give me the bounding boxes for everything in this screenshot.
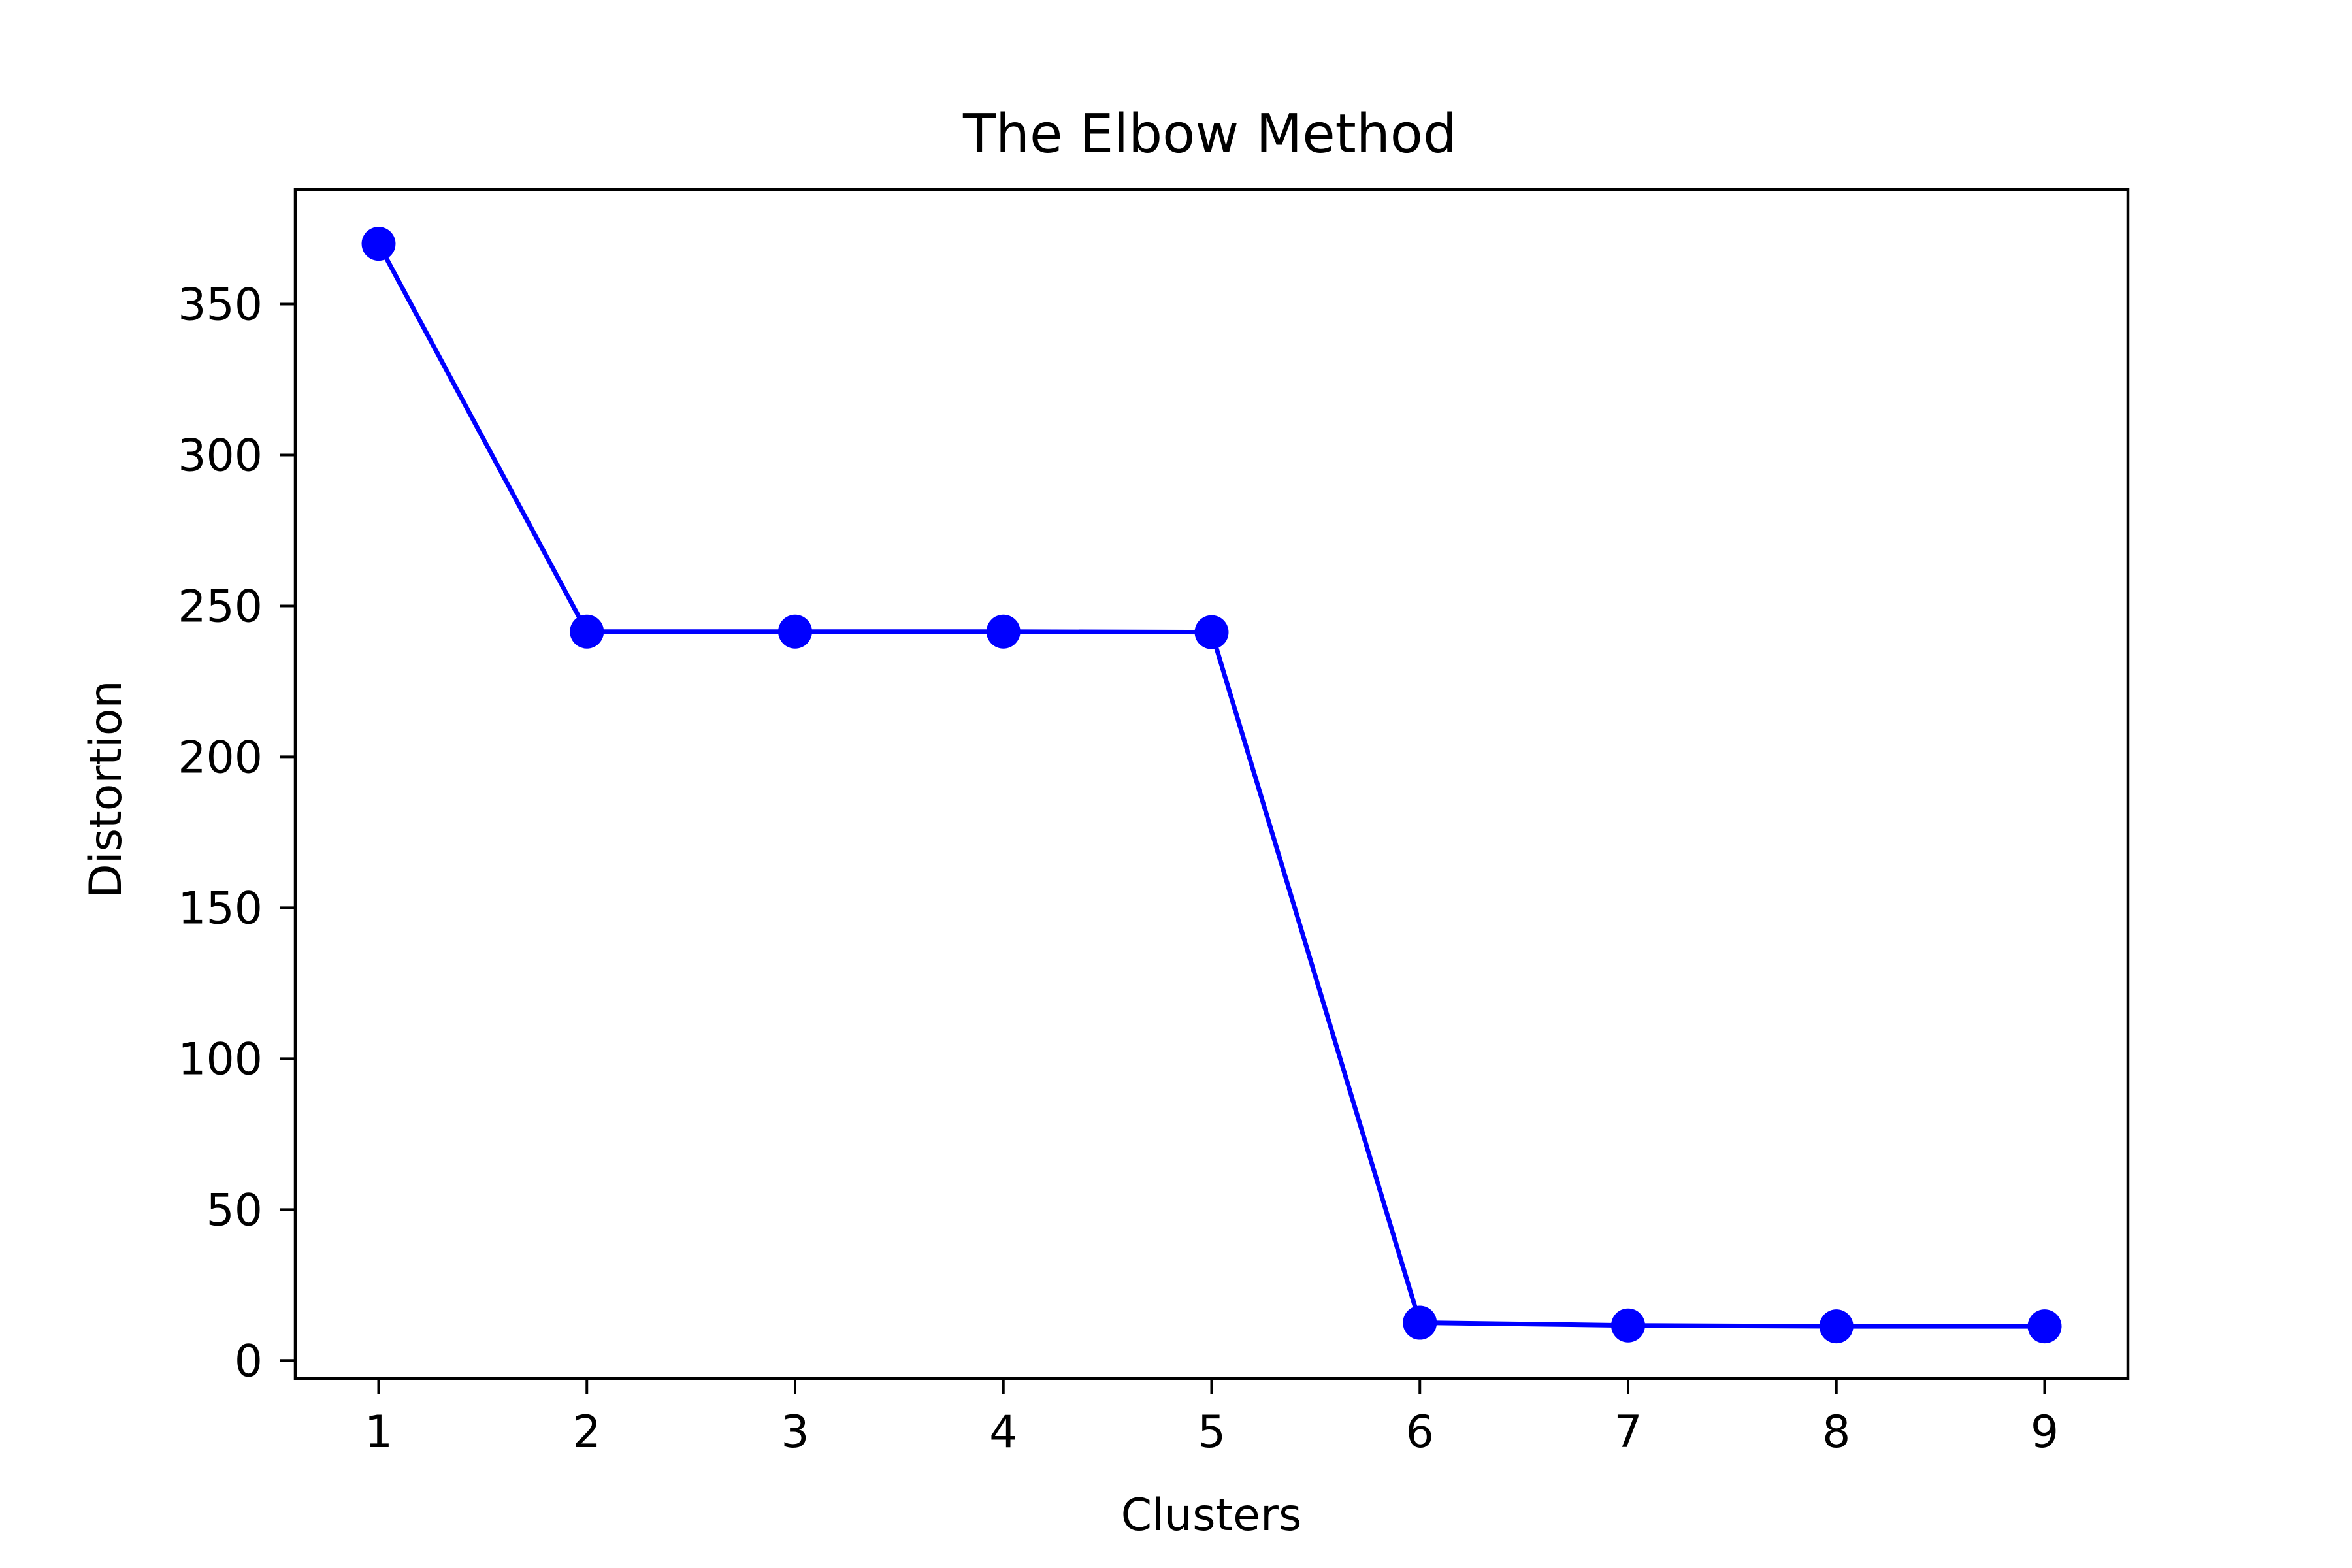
- data-point: [1194, 615, 1229, 649]
- x-tick-label: 3: [781, 1407, 809, 1458]
- x-tick-label: 5: [1198, 1407, 1226, 1458]
- y-tick-label: 200: [178, 732, 263, 783]
- y-tick-label: 150: [178, 883, 263, 934]
- x-tick-label: 8: [1822, 1407, 1850, 1458]
- data-point: [986, 614, 1021, 649]
- x-axis-label: Clusters: [1121, 1490, 1302, 1541]
- y-tick-label: 0: [235, 1335, 263, 1387]
- data-point: [361, 227, 396, 261]
- data-point: [2027, 1309, 2062, 1344]
- x-tick-label: 6: [1406, 1407, 1434, 1458]
- x-tick-label: 9: [2031, 1407, 2059, 1458]
- data-point: [1819, 1309, 1854, 1344]
- x-tick-label: 2: [573, 1407, 601, 1458]
- y-tick-label: 350: [178, 280, 263, 331]
- data-point: [778, 614, 812, 649]
- chart-title: The Elbow Method: [962, 103, 1457, 165]
- y-tick-label: 250: [178, 581, 263, 632]
- plot-frame: [293, 188, 2130, 1380]
- y-tick-label: 100: [178, 1034, 263, 1085]
- x-tick-label: 4: [989, 1407, 1017, 1458]
- series-layer: [361, 227, 2062, 1344]
- data-point: [1611, 1308, 1645, 1343]
- x-tick-label: 1: [365, 1407, 393, 1458]
- x-tick-label: 7: [1614, 1407, 1642, 1458]
- data-point: [570, 614, 604, 649]
- y-tick-label: 50: [206, 1184, 263, 1236]
- y-tick-label: 300: [178, 430, 263, 482]
- data-point: [1403, 1305, 1437, 1340]
- y-axis-label: Distortion: [80, 680, 132, 898]
- ticks-layer: 1 2 3 4 5 6 7 8 9 0 50 100 150 200 250 300 350: [178, 280, 2059, 1458]
